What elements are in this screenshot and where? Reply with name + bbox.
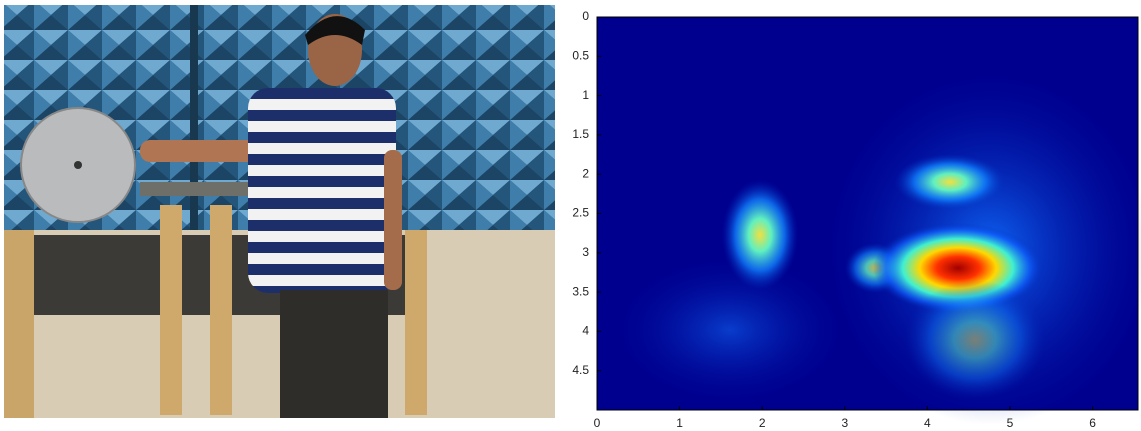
- x-tick-label: 1: [676, 416, 683, 430]
- y-tick-label: 2.5: [572, 206, 589, 220]
- y-tick-label: 1.5: [572, 127, 589, 141]
- x-tick-label: 5: [1007, 416, 1014, 430]
- x-tick-label: 2: [759, 416, 766, 430]
- x-tick-label: 0: [594, 416, 601, 430]
- y-tick-label: 1: [582, 88, 589, 102]
- heatmap: [597, 17, 1141, 425]
- y-tick-label: 0: [582, 9, 589, 23]
- y-tick-label: 3: [582, 245, 589, 259]
- x-tick-label: 3: [841, 416, 848, 430]
- photo: [4, 5, 555, 418]
- x-tick-label: 4: [924, 416, 931, 430]
- y-tick-label: 0.5: [572, 48, 589, 62]
- x-tick-label: 6: [1089, 416, 1096, 430]
- y-tick-label: 2: [582, 166, 589, 180]
- y-tick-label: 4: [582, 324, 589, 338]
- y-tick-label: 4.5: [572, 363, 589, 377]
- y-tick-label: 3.5: [572, 284, 589, 298]
- figure: 0 1 2 3 4 5 6 0 0.5 1 1.5 2 2.5 3 3.5 4 4.5: [0, 0, 1141, 431]
